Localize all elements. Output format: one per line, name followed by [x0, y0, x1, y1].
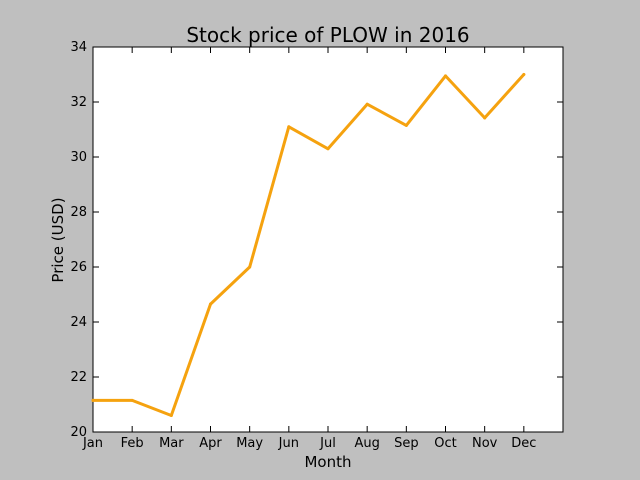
- data-point: [130, 398, 134, 402]
- y-tick-label: 24: [70, 315, 87, 330]
- x-tick-label: Nov: [472, 436, 498, 451]
- data-point: [248, 265, 252, 269]
- data-point: [522, 73, 526, 76]
- y-tick-label: 30: [70, 150, 87, 165]
- x-tick-label: Aug: [354, 436, 379, 451]
- x-tick-labels: Jan Feb Mar Apr May Jun Jul Aug Sep Oct Nov Dec: [82, 436, 536, 451]
- data-point: [287, 125, 291, 129]
- y-tick-label: 20: [70, 425, 87, 440]
- x-tick-label: Mar: [159, 436, 184, 451]
- x-tick-label: Jan: [82, 436, 103, 451]
- chart-title: Stock price of PLOW in 2016: [186, 23, 469, 47]
- data-point: [326, 147, 330, 151]
- data-point: [483, 116, 487, 120]
- x-axis-label: Month: [304, 453, 351, 471]
- data-point: [404, 123, 408, 127]
- plot-area: [92, 46, 564, 433]
- data-point: [444, 74, 447, 78]
- data-point: [209, 302, 212, 306]
- tick-marks: [92, 46, 563, 433]
- x-tick-label: Dec: [511, 436, 536, 451]
- data-point: [91, 398, 95, 402]
- y-tick-label: 28: [70, 205, 87, 220]
- series-line: [91, 73, 526, 417]
- x-tick-label: Apr: [199, 436, 222, 451]
- x-tick-label: May: [236, 436, 263, 451]
- y-tick-label: 32: [70, 95, 87, 110]
- series-layer: [91, 73, 526, 417]
- y-tick-label: 34: [70, 40, 87, 55]
- x-tick-label: Jul: [319, 436, 336, 451]
- x-tick-label: Jun: [278, 436, 299, 451]
- data-point: [169, 414, 173, 417]
- data-point: [365, 102, 369, 106]
- y-axis-label: Price (USD): [49, 197, 67, 282]
- y-tick-labels: 20 22 24 26 28 30 32 34: [70, 40, 87, 440]
- y-tick-label: 22: [70, 370, 87, 385]
- x-tick-label: Feb: [121, 436, 144, 451]
- x-tick-label: Oct: [434, 436, 456, 451]
- x-tick-label: Sep: [394, 436, 419, 451]
- y-tick-label: 26: [70, 260, 87, 275]
